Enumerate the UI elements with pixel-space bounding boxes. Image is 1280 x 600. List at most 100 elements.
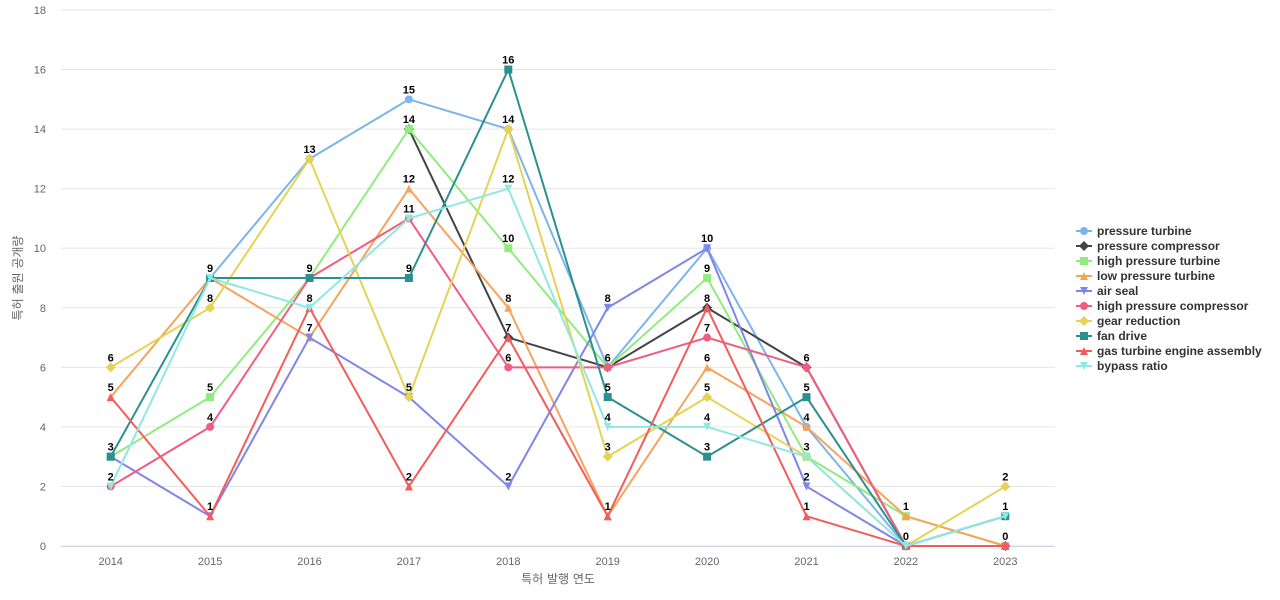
- data-label: 12: [502, 174, 514, 186]
- data-point-air-seal[interactable]: [703, 244, 712, 253]
- series-line-high-pressure-compressor[interactable]: [109, 217, 1007, 547]
- series-line-fan-drive[interactable]: [109, 68, 1007, 547]
- series-line-pressure-turbine[interactable]: [209, 98, 1007, 547]
- legend-symbol[interactable]: [1080, 302, 1088, 310]
- data-point-gas-turbine-engine-assembly[interactable]: [703, 303, 712, 312]
- legend-label: air seal: [1097, 284, 1138, 298]
- data-point-air-seal[interactable]: [802, 482, 811, 491]
- data-point-bypass-ratio[interactable]: [106, 482, 115, 491]
- data-point-low-pressure-turbine[interactable]: [703, 363, 712, 372]
- data-point-gas-turbine-engine-assembly[interactable]: [1001, 542, 1010, 550]
- legend-symbol[interactable]: [1080, 362, 1088, 370]
- legend-item-gas-turbine-engine-assembly[interactable]: gas turbine engine assembly: [1076, 344, 1262, 358]
- data-point-low-pressure-turbine[interactable]: [504, 303, 513, 312]
- data-point-bypass-ratio[interactable]: [305, 303, 314, 312]
- data-point-high-pressure-compressor[interactable]: [703, 333, 712, 342]
- data-label: 7: [306, 323, 312, 335]
- data-point-fan-drive[interactable]: [802, 393, 811, 402]
- data-label: 6: [505, 352, 511, 364]
- legend-item-gear-reduction[interactable]: gear reduction: [1076, 314, 1180, 328]
- data-point-high-pressure-compressor[interactable]: [504, 363, 513, 372]
- data-point-fan-drive[interactable]: [305, 274, 314, 282]
- data-point-gas-turbine-engine-assembly[interactable]: [504, 333, 513, 342]
- data-point-gear-reduction[interactable]: [304, 153, 315, 164]
- legend-item-pressure-turbine[interactable]: pressure turbine: [1076, 224, 1192, 238]
- data-point-fan-drive[interactable]: [504, 65, 513, 74]
- data-point-bypass-ratio[interactable]: [1001, 512, 1010, 521]
- data-point-air-seal[interactable]: [603, 303, 612, 312]
- data-point-fan-drive[interactable]: [703, 452, 712, 461]
- legend-item-air-seal[interactable]: air seal: [1076, 284, 1138, 298]
- legend-symbol[interactable]: [1080, 257, 1088, 265]
- series-pressure-turbine: [206, 95, 1010, 550]
- y-tick-label: 10: [34, 243, 46, 255]
- legend-item-fan-drive[interactable]: fan drive: [1076, 329, 1147, 343]
- data-point-high-pressure-compressor[interactable]: [206, 422, 215, 431]
- data-point-gear-reduction[interactable]: [1000, 481, 1011, 492]
- series-line-bypass-ratio[interactable]: [109, 187, 1007, 547]
- data-point-low-pressure-turbine[interactable]: [404, 184, 413, 193]
- legend-item-high-pressure-turbine[interactable]: high pressure turbine: [1076, 254, 1221, 268]
- y-tick-label: 2: [40, 481, 46, 493]
- data-point-high-pressure-turbine[interactable]: [703, 274, 712, 282]
- data-point-low-pressure-turbine[interactable]: [901, 512, 910, 521]
- x-tick-label: 2019: [595, 556, 619, 568]
- data-point-bypass-ratio[interactable]: [404, 214, 413, 223]
- legend-item-high-pressure-compressor[interactable]: high pressure compressor: [1076, 299, 1249, 313]
- data-label: 5: [108, 382, 114, 394]
- data-point-gas-turbine-engine-assembly[interactable]: [404, 482, 413, 491]
- legend-symbol[interactable]: [1079, 241, 1089, 251]
- data-point-high-pressure-turbine[interactable]: [404, 125, 413, 134]
- data-point-bypass-ratio[interactable]: [206, 274, 215, 282]
- data-point-gear-reduction[interactable]: [503, 124, 514, 135]
- data-point-fan-drive[interactable]: [404, 274, 413, 282]
- legend-symbol[interactable]: [1079, 316, 1089, 326]
- data-point-bypass-ratio[interactable]: [901, 542, 910, 550]
- legend-item-bypass-ratio[interactable]: bypass ratio: [1076, 359, 1168, 373]
- data-point-air-seal[interactable]: [305, 333, 314, 342]
- data-label: 10: [701, 233, 713, 245]
- data-point-bypass-ratio[interactable]: [703, 422, 712, 431]
- data-label: 4: [704, 412, 711, 424]
- data-point-gear-reduction[interactable]: [602, 451, 613, 462]
- series-line-air-seal[interactable]: [109, 247, 1007, 547]
- x-tick-label: 2020: [695, 556, 719, 568]
- data-label: 3: [605, 442, 611, 454]
- data-point-high-pressure-compressor[interactable]: [603, 363, 612, 372]
- data-label: 9: [207, 263, 213, 275]
- data-point-air-seal[interactable]: [504, 482, 513, 491]
- legend-item-pressure-compressor[interactable]: pressure compressor: [1076, 239, 1220, 253]
- series-lines: [105, 65, 1011, 551]
- data-point-fan-drive[interactable]: [106, 452, 115, 461]
- legend-item-low-pressure-turbine[interactable]: low pressure turbine: [1076, 269, 1215, 283]
- data-point-fan-drive[interactable]: [603, 393, 612, 402]
- data-point-bypass-ratio[interactable]: [802, 452, 811, 461]
- data-point-bypass-ratio[interactable]: [504, 184, 513, 193]
- data-point-low-pressure-turbine[interactable]: [802, 422, 811, 431]
- data-point-gas-turbine-engine-assembly[interactable]: [106, 393, 115, 402]
- legend-symbol[interactable]: [1080, 227, 1088, 235]
- data-label: 4: [207, 412, 214, 424]
- data-point-bypass-ratio[interactable]: [603, 422, 612, 431]
- series-line-gas-turbine-engine-assembly[interactable]: [109, 306, 1007, 547]
- data-point-pressure-turbine[interactable]: [404, 95, 413, 104]
- data-point-gear-reduction[interactable]: [205, 302, 216, 313]
- data-label: 3: [108, 442, 114, 454]
- data-point-gas-turbine-engine-assembly[interactable]: [206, 512, 215, 521]
- legend-label: gear reduction: [1097, 314, 1180, 328]
- data-point-high-pressure-turbine[interactable]: [504, 244, 513, 253]
- legend-symbol[interactable]: [1080, 347, 1088, 355]
- legend-symbol[interactable]: [1080, 272, 1088, 280]
- x-tick-label: 2022: [894, 556, 918, 568]
- data-point-gas-turbine-engine-assembly[interactable]: [802, 512, 811, 521]
- data-label: 5: [207, 382, 213, 394]
- data-point-gear-reduction[interactable]: [403, 392, 414, 403]
- data-point-gear-reduction[interactable]: [702, 392, 713, 403]
- legend-symbol[interactable]: [1080, 287, 1088, 295]
- data-point-high-pressure-compressor[interactable]: [802, 363, 811, 372]
- legend-symbol[interactable]: [1080, 332, 1088, 340]
- data-point-high-pressure-turbine[interactable]: [206, 393, 215, 402]
- data-point-gas-turbine-engine-assembly[interactable]: [603, 512, 612, 521]
- data-label: 0: [1002, 531, 1008, 543]
- data-point-gear-reduction[interactable]: [105, 362, 116, 373]
